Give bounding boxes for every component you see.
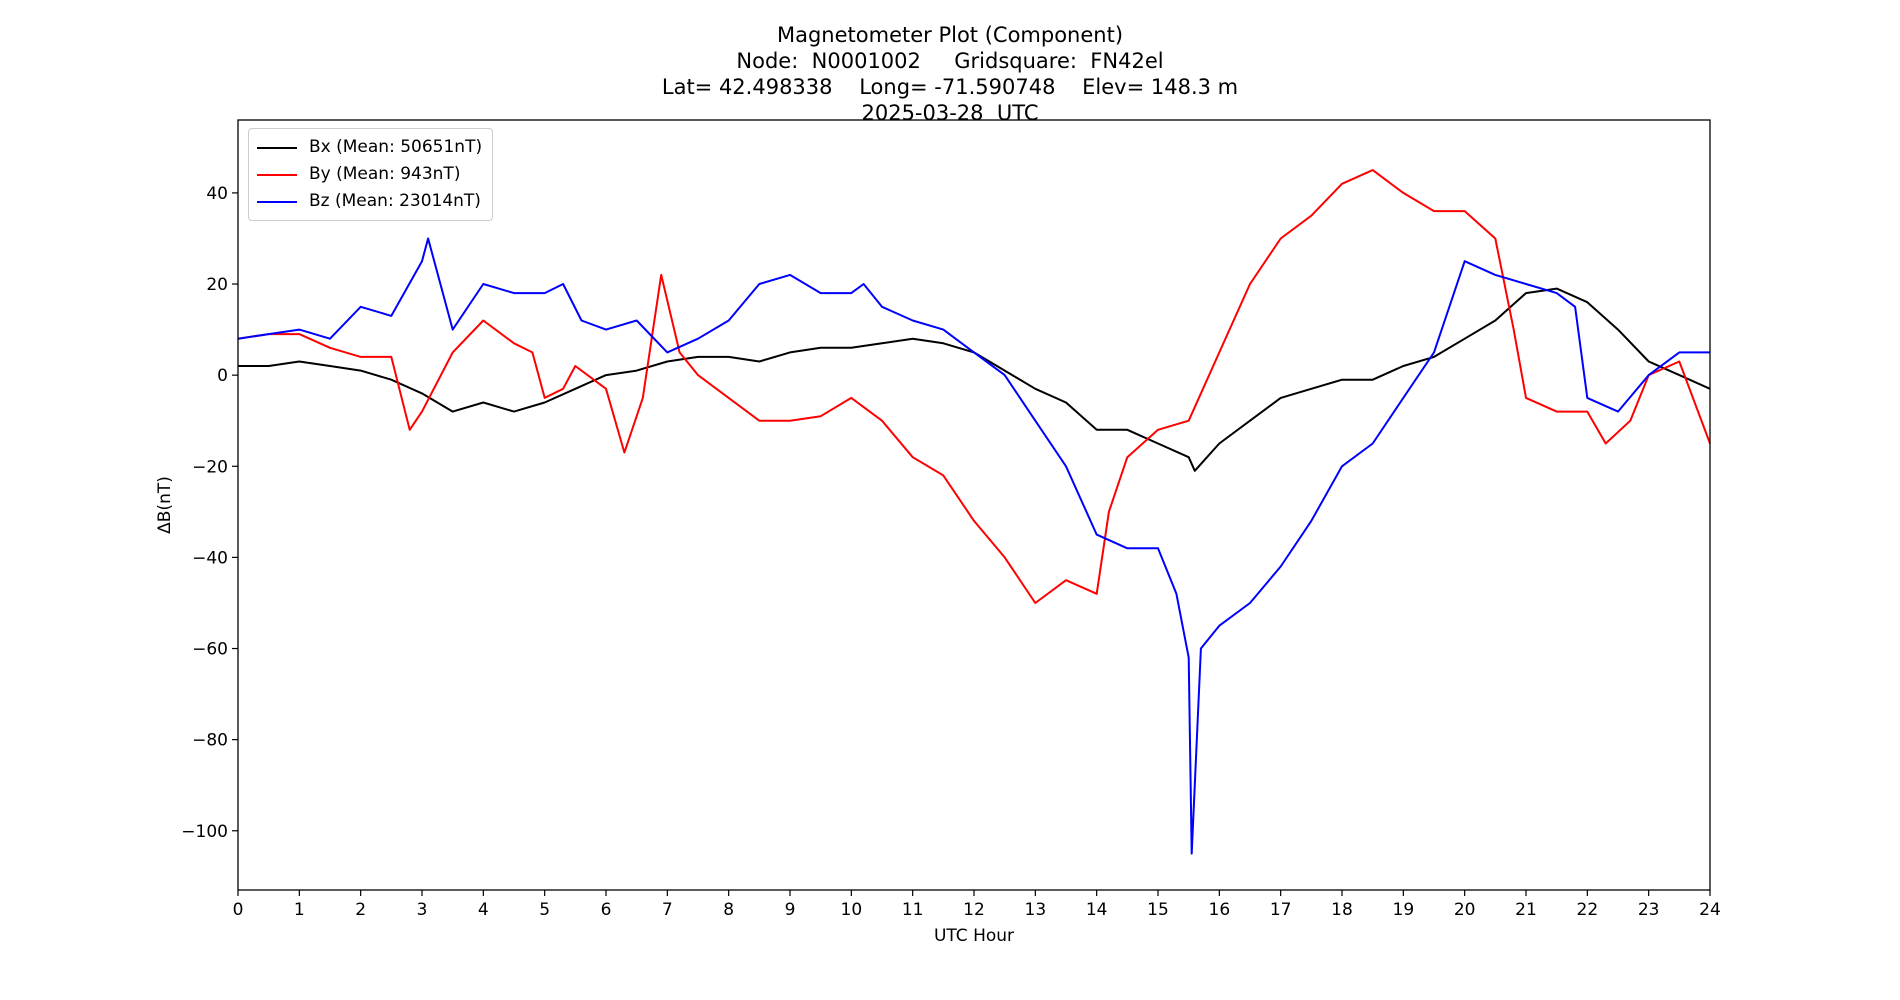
x-tick-label: 23: [1638, 900, 1660, 920]
x-tick-label: 21: [1515, 900, 1537, 920]
x-tick-label: 5: [539, 900, 550, 920]
legend: Bx (Mean: 50651nT) By (Mean: 943nT) Bz (…: [248, 128, 494, 221]
x-tick-label: 19: [1393, 900, 1415, 920]
chart-title: Magnetometer Plot (Component) Node: N000…: [0, 22, 1900, 126]
x-tick-label: 7: [662, 900, 673, 920]
x-tick-label: 14: [1086, 900, 1108, 920]
y-tick-label: −80: [192, 731, 228, 751]
y-tick-label: −40: [192, 548, 228, 568]
x-tick-label: 6: [601, 900, 612, 920]
x-tick-label: 10: [841, 900, 863, 920]
x-axis-ticks: 0 1 2 3 4 5 6 7 8 9 10 11 12 13 14 15 16 17 18 19 20 21 22 23 24: [233, 890, 1721, 920]
legend-line-icon: [257, 146, 297, 149]
x-tick-label: 1: [294, 900, 305, 920]
title-line-3: Lat= 42.498338 Long= -71.590748 Elev= 14…: [661, 75, 1239, 99]
y-tick-label: 0: [217, 366, 228, 386]
y-tick-label: −60: [192, 640, 228, 660]
x-tick-label: 4: [478, 900, 489, 920]
legend-item-bz: Bz (Mean: 23014nT): [257, 188, 482, 215]
title-line-1: Magnetometer Plot (Component): [776, 23, 1124, 47]
legend-item-bx: Bx (Mean: 50651nT): [257, 134, 482, 161]
x-tick-label: 11: [902, 900, 924, 920]
plot-frame: [237, 119, 1711, 891]
legend-line-icon: [257, 200, 297, 203]
x-tick-label: 0: [233, 900, 244, 920]
x-tick-label: 18: [1331, 900, 1353, 920]
series-line-bx: [238, 287, 1711, 472]
series-line-by: [237, 169, 1711, 604]
y-tick-label: 20: [206, 275, 228, 295]
x-tick-label: 17: [1270, 900, 1292, 920]
legend-item-by: By (Mean: 943nT): [257, 161, 482, 188]
x-axis-label: UTC Hour: [934, 926, 1014, 946]
x-tick-label: 20: [1454, 900, 1476, 920]
y-tick-label: 40: [206, 184, 228, 204]
y-axis-ticks: −100 −80 −60 −40 −20 0 20 40: [181, 184, 238, 842]
x-tick-label: 12: [963, 900, 985, 920]
legend-label: Bz (Mean: 23014nT): [309, 191, 481, 211]
legend-label: Bx (Mean: 50651nT): [309, 137, 483, 157]
x-tick-label: 16: [1209, 900, 1231, 920]
title-line-4: 2025-03-28 UTC: [861, 101, 1039, 125]
y-tick-label: −100: [181, 822, 228, 842]
series-layer: [237, 169, 1711, 855]
x-tick-label: 8: [723, 900, 734, 920]
legend-label: By (Mean: 943nT): [309, 164, 461, 184]
y-axis-label: ΔB(nT): [155, 476, 175, 534]
x-tick-label: 2: [355, 900, 366, 920]
legend-line-icon: [257, 173, 297, 176]
x-tick-label: 13: [1025, 900, 1047, 920]
x-tick-label: 24: [1699, 900, 1721, 920]
x-tick-label: 9: [785, 900, 796, 920]
x-tick-label: 3: [417, 900, 428, 920]
series-line-bz: [237, 237, 1710, 855]
title-line-2: Node: N0001002 Gridsquare: FN42el: [736, 49, 1164, 73]
x-tick-label: 15: [1147, 900, 1169, 920]
x-tick-label: 22: [1577, 900, 1599, 920]
y-tick-label: −20: [192, 457, 228, 477]
